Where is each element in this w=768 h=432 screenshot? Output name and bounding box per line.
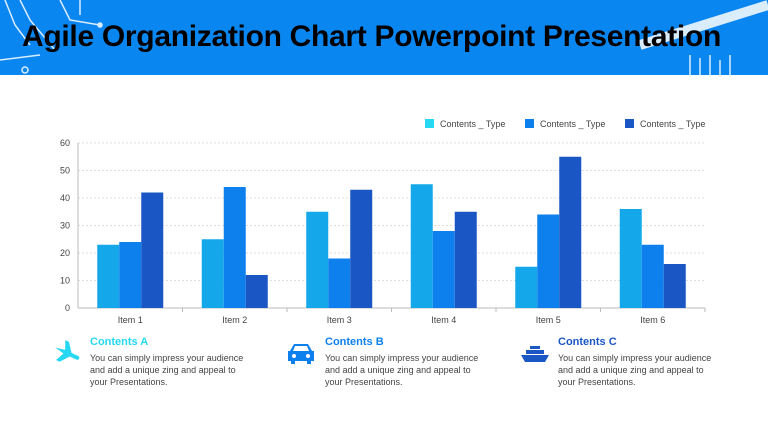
car-icon [288,344,314,364]
feature-title: Contents C [558,336,617,348]
y-tick-label: 60 [60,138,70,148]
x-tick-label: Item 2 [222,315,247,325]
bar [141,192,164,308]
x-tick-label: Item 5 [536,315,561,325]
page-title: Agile Organization Chart Powerpoint Pres… [22,20,722,53]
feature-text: You can simply impress your audience and… [558,353,712,387]
y-tick-label: 10 [60,276,70,286]
bar [410,184,433,308]
bar [454,211,477,308]
legend-label: Contents _ Type [540,119,605,129]
circuit-decoration [0,0,768,75]
feature-text: You can simply impress your audience and… [90,353,244,387]
bar [559,156,582,308]
y-tick-label: 40 [60,193,70,203]
bar [663,264,686,308]
bar [201,239,224,308]
x-tick-label: Item 3 [327,315,352,325]
bar [97,244,120,308]
feature-title: Contents B [325,336,384,348]
bar [350,189,373,308]
legend-swatch [425,119,434,128]
x-tick-label: Item 1 [118,315,143,325]
legend-label: Contents _ Type [640,119,705,129]
bar [119,242,142,308]
y-tick-label: 20 [60,248,70,258]
x-tick-label: Item 4 [431,315,456,325]
legend-swatch [525,119,534,128]
bar [223,187,246,308]
bar [537,214,560,308]
airplane-icon [55,340,80,362]
y-tick-label: 30 [60,221,70,231]
legend-label: Contents _ Type [440,119,505,129]
header-banner: Agile Organization Chart Powerpoint Pres… [0,0,768,75]
bar [641,244,664,308]
bar [619,209,642,308]
y-tick-label: 0 [65,303,70,313]
x-tick-label: Item 6 [640,315,665,325]
bar [328,258,351,308]
feature-title: Contents A [90,336,149,348]
bar [515,266,538,308]
legend-swatch [625,119,634,128]
bar [245,275,268,308]
y-tick-label: 50 [60,166,70,176]
bar [306,211,329,308]
feature-text: You can simply impress your audience and… [325,353,479,387]
bar [432,231,455,308]
ship-icon [521,346,549,362]
